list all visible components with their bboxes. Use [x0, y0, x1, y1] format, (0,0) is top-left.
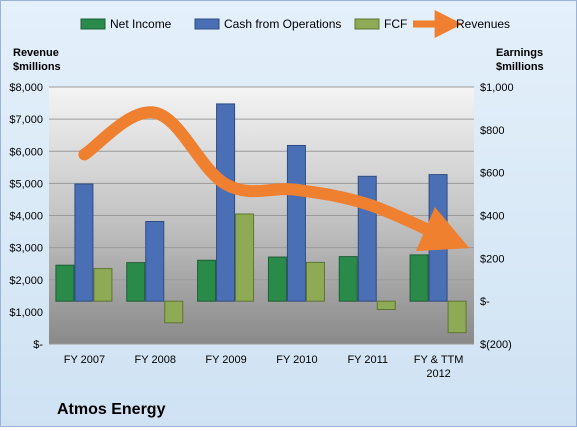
legend-label-fcf: FCF	[384, 17, 407, 31]
category-labels: FY 2007 FY 2008 FY 2009 FY 2010 FY 2011 FY & …	[64, 354, 464, 380]
legend-item-net-income: Net Income	[80, 17, 172, 31]
bar-cash-ops	[145, 220, 165, 302]
bar-fcf	[305, 261, 325, 302]
category-label: FY 2008	[135, 354, 176, 366]
company-title: Atmos Energy	[57, 401, 166, 418]
left-tick-label: $6,000	[9, 146, 43, 158]
category-label: 2012	[426, 368, 450, 380]
left-tick-label: $7,000	[9, 114, 43, 126]
category-label: FY 2011	[347, 354, 388, 366]
category-label: FY 2007	[64, 354, 105, 366]
category-label: FY 2010	[276, 354, 317, 366]
bar-cash-ops	[286, 144, 306, 302]
right-tick-label: $400	[480, 211, 504, 223]
bar-cash-ops	[74, 183, 94, 302]
legend: Net Income Cash from Operations FCF Reve…	[80, 10, 510, 38]
bar-fcf	[235, 213, 255, 302]
legend-label-revenues: Revenues	[456, 17, 510, 31]
bars	[55, 103, 467, 334]
revenues-series-line	[78, 106, 470, 252]
bar-cash-ops	[216, 103, 236, 302]
legend-item-fcf: FCF	[354, 17, 407, 31]
bar-net-income	[267, 256, 287, 302]
legend-item-cash-ops: Cash from Operations	[194, 17, 341, 31]
right-axis-ticks: $(200) $- $200 $400 $600 $800 $1,000	[480, 82, 514, 351]
legend-swatch-fcf	[354, 18, 380, 30]
bar-fcf	[93, 268, 113, 302]
bar-fcf	[447, 300, 467, 334]
left-axis-title-line1: Revenue	[13, 47, 59, 59]
legend-swatch-cash-ops	[194, 18, 220, 30]
bar-net-income	[338, 256, 358, 302]
left-tick-label: $2,000	[9, 275, 43, 287]
legend-swatch-net-income	[80, 18, 106, 30]
bar-cash-ops	[357, 175, 377, 302]
left-tick-label: $-	[33, 339, 43, 351]
left-tick-label: $5,000	[9, 178, 43, 190]
left-axis-ticks: $- $1,000 $2,000 $3,000 $4,000 $5,000 $6,000 $7…	[9, 82, 43, 351]
bar-net-income	[409, 254, 429, 302]
right-axis-title-line2: $millions	[496, 61, 544, 73]
bar-net-income	[126, 262, 146, 302]
bar-fcf	[164, 300, 184, 324]
right-tick-label: $(200)	[480, 339, 512, 351]
right-tick-label: $-	[480, 296, 490, 308]
right-tick-label: $600	[480, 168, 504, 180]
right-tick-label: $200	[480, 253, 504, 265]
right-axis-title-line1: Earnings	[496, 47, 543, 59]
left-tick-label: $4,000	[9, 211, 43, 223]
left-tick-label: $8,000	[9, 82, 43, 94]
bar-fcf	[376, 300, 396, 311]
legend-label-cash-ops: Cash from Operations	[224, 17, 341, 31]
bar-net-income	[55, 264, 75, 302]
right-tick-label: $800	[480, 125, 504, 137]
right-tick-label: $1,000	[480, 82, 514, 94]
category-label: FY 2009	[205, 354, 246, 366]
legend-label-net-income: Net Income	[110, 17, 172, 31]
left-tick-label: $3,000	[9, 243, 43, 255]
left-tick-label: $1,000	[9, 307, 43, 319]
category-label: FY & TTM	[414, 354, 464, 366]
legend-item-revenues: Revenues	[413, 10, 510, 38]
bar-net-income	[197, 259, 217, 302]
left-axis-title-line2: $millions	[13, 61, 61, 73]
